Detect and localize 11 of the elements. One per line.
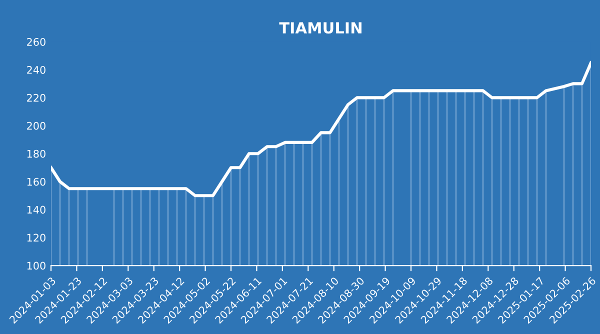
line-series (51, 61, 591, 198)
y-tick-label: 260 (27, 38, 46, 46)
y-tick-label: 120 (27, 234, 46, 242)
y-tick-label: 240 (27, 66, 46, 74)
y-tick-label: 180 (27, 150, 46, 158)
y-tick-label: 100 (27, 262, 46, 270)
y-tick-label: 140 (27, 206, 46, 214)
y-tick-label: 200 (27, 122, 46, 130)
y-tick-label: 160 (27, 178, 46, 186)
y-tick-label: 220 (27, 94, 46, 102)
chart-title: TIAMULIN (279, 22, 362, 34)
